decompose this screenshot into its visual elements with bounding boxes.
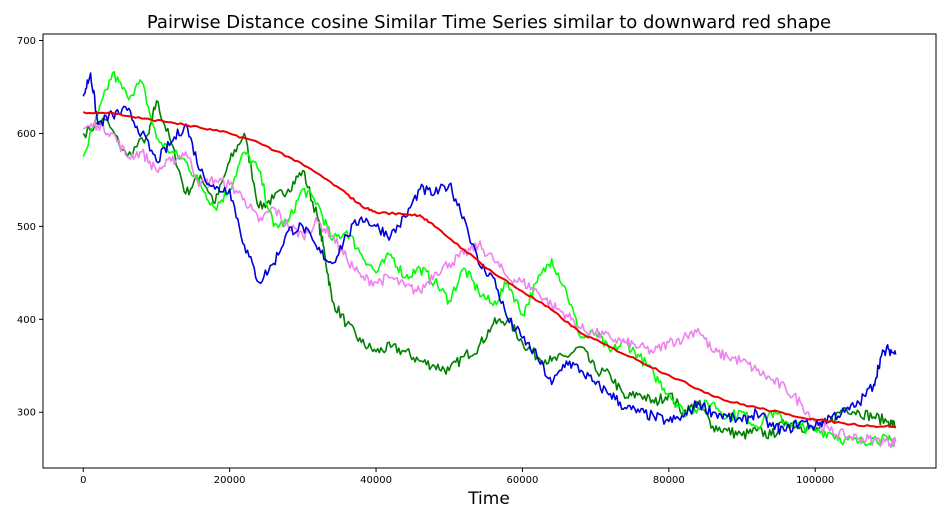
series-line-4 [82, 72, 897, 435]
y-axis: 300 400 500 600 700 [17, 36, 43, 419]
x-axis-label: Time [467, 489, 510, 509]
series-line-2 [82, 70, 897, 447]
x-tick-label: 0 [80, 475, 86, 486]
series-line-1 [82, 100, 897, 440]
y-tick-label: 600 [17, 129, 36, 140]
y-tick-label: 300 [17, 408, 36, 419]
series-line-5 [82, 111, 897, 428]
x-tick-label: 40000 [360, 475, 392, 486]
x-tick-label: 60000 [507, 475, 539, 486]
y-tick-label: 400 [17, 315, 36, 326]
plot-frame [42, 33, 937, 469]
x-axis: 0 20000 40000 60000 80000 100000 [80, 468, 834, 486]
x-tick-label: 20000 [214, 475, 246, 486]
y-tick-label: 700 [17, 36, 36, 47]
series-line-3 [82, 120, 897, 449]
x-tick-label: 80000 [653, 475, 685, 486]
y-tick-label: 500 [17, 222, 36, 233]
plot-lines [82, 70, 897, 449]
x-tick-label: 100000 [796, 475, 834, 486]
chart-title: Pairwise Distance cosine Similar Time Se… [147, 12, 831, 33]
